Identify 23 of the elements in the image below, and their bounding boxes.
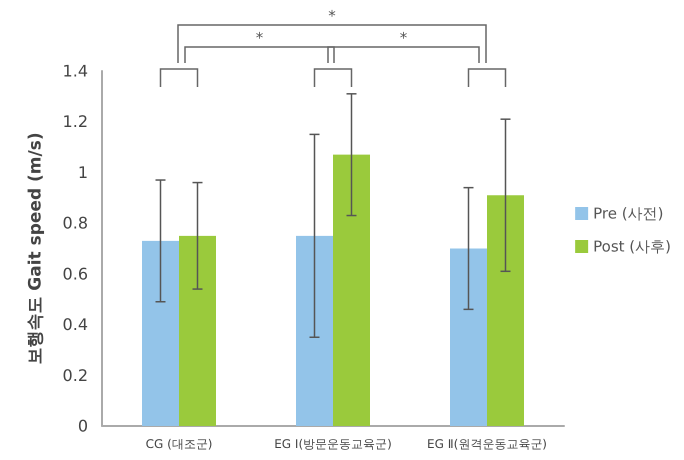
y-tick-label: 0.8: [62, 214, 88, 233]
text: *: [256, 29, 264, 47]
text: *: [400, 29, 408, 47]
bar: [450, 248, 487, 426]
bar: [179, 236, 216, 426]
bar: [296, 236, 333, 426]
legend-label: Pre (사전): [593, 204, 664, 222]
legend-label: Post (사후): [593, 238, 672, 256]
y-tick-label: 0.6: [62, 264, 88, 284]
x-tick-label: CG (대조군): [146, 437, 212, 451]
y-tick-label: 0: [78, 416, 88, 436]
y-tick-label: 1.4: [62, 62, 88, 80]
text: *: [328, 7, 336, 25]
y-tick-label: 0.4: [62, 315, 88, 334]
y-axis-title: 보행속도 Gait speed (m/s): [26, 132, 46, 365]
bar: [333, 154, 370, 426]
bar: [142, 240, 179, 426]
x-tick-label: EG Ⅰ(방문운동교육군): [274, 437, 392, 451]
bar: [487, 195, 524, 426]
y-tick-label: 1: [78, 162, 88, 182]
y-tick-label: 1.2: [62, 112, 88, 132]
x-tick-label: EG Ⅱ(원격운동교육군): [427, 437, 547, 451]
y-tick-label: 0.2: [62, 366, 88, 385]
